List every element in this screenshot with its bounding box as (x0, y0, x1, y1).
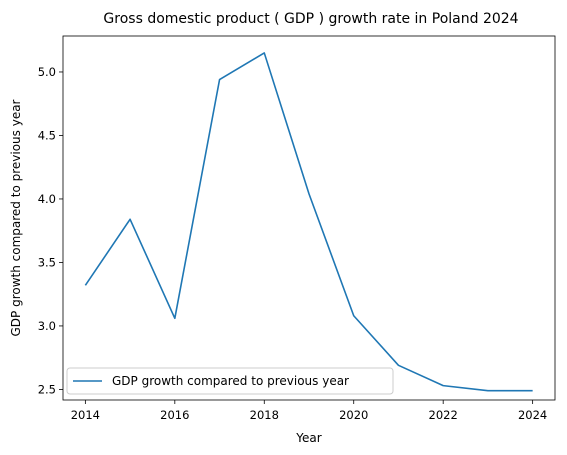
axes-frame (62, 35, 556, 401)
x-tick-label: 2018 (250, 408, 279, 422)
y-tick-label: 2.5 (38, 382, 56, 396)
y-axis-label: GDP growth compared to previous year (9, 99, 23, 336)
y-tick-label: 3.5 (38, 255, 56, 269)
y-tick-label: 3.0 (38, 319, 56, 333)
x-axis-label: Year (295, 431, 321, 445)
y-tick-label: 5.0 (38, 65, 56, 79)
x-tick-label: 2016 (160, 408, 189, 422)
y-tick-label: 4.5 (38, 128, 56, 142)
x-tick-label: 2020 (339, 408, 368, 422)
legend-label: GDP growth compared to previous year (112, 374, 349, 388)
y-tick-label: 4.0 (38, 192, 56, 206)
legend-box (66, 367, 394, 395)
x-tick-label: 2022 (429, 408, 458, 422)
legend: GDP growth compared to previous year (66, 367, 394, 395)
x-tick-label: 2024 (518, 408, 547, 422)
plot-area (62, 35, 556, 401)
series-line (84, 52, 533, 392)
x-tick-label: 2014 (71, 408, 100, 422)
axis-ticks: 2014 2016 2018 2020 2022 2024 2.5 3.0 3.5 4.0 4.5 5… (38, 65, 548, 422)
chart-title: Gross domestic product ( GDP ) growth ra… (103, 11, 518, 27)
